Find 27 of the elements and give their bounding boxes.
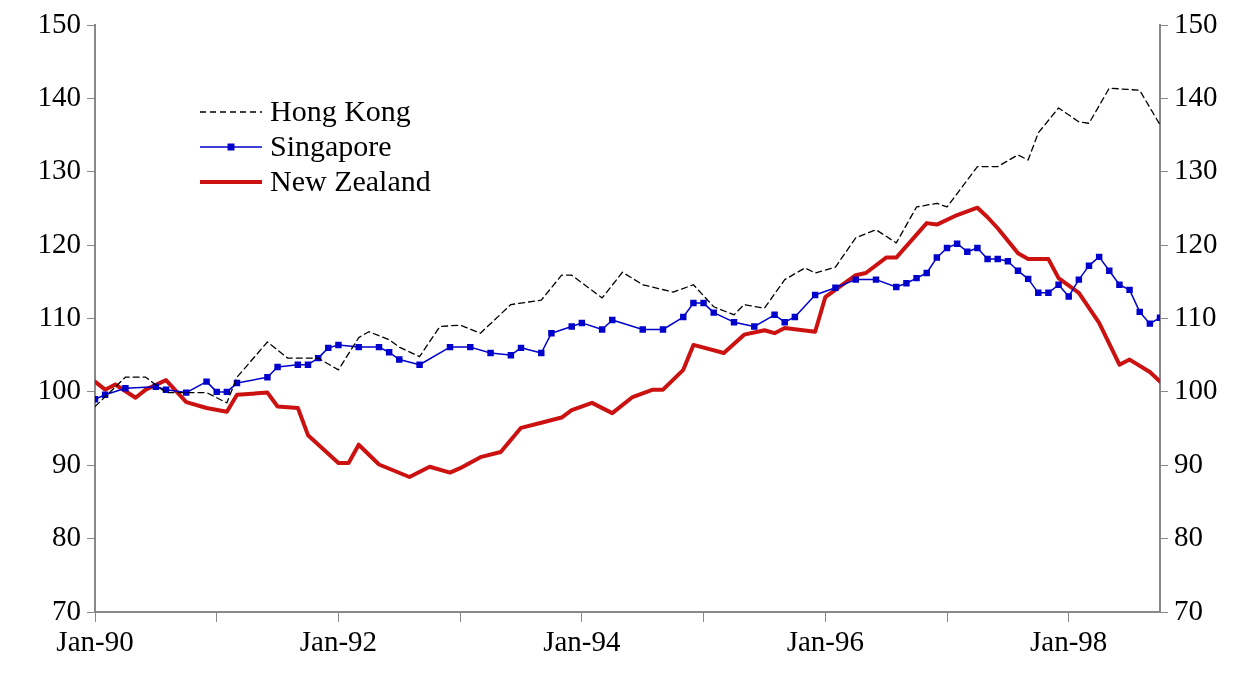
y2-tick-label: 130 [1174,153,1218,186]
line-series [95,87,1160,408]
y2-tick-label: 120 [1174,226,1218,259]
y-tick-label: 100 [37,373,81,406]
legend-label: Hong Kong [270,93,411,127]
y-tick-label: 70 [52,593,81,626]
y2-tick-label: 90 [1174,446,1203,479]
x-tick-label: Jan-90 [56,625,134,658]
x-tick-label: Jan-98 [1030,625,1108,658]
y-tick-label: 130 [37,153,81,186]
y2-tick-label: 70 [1174,593,1203,626]
y2-tick-label: 110 [1174,300,1217,333]
x-tick-label: Jan-96 [786,625,864,658]
y2-tick-label: 80 [1174,520,1203,553]
y-tick-label: 110 [38,300,81,333]
y-tick-label: 150 [37,6,81,39]
x-tick-label: Jan-92 [299,625,378,658]
y-tick-label: 140 [37,79,81,112]
legend-label: New Zealand [270,163,431,197]
y-tick-label: 120 [37,226,81,259]
y2-tick-label: 150 [1174,6,1218,39]
x-tick-label: Jan-94 [543,625,622,658]
y2-tick-label: 140 [1174,79,1218,112]
legend-label: Singapore [270,128,392,162]
y-tick-label: 80 [52,520,81,553]
y2-tick-label: 100 [1174,373,1218,406]
y-tick-label: 90 [52,446,81,479]
